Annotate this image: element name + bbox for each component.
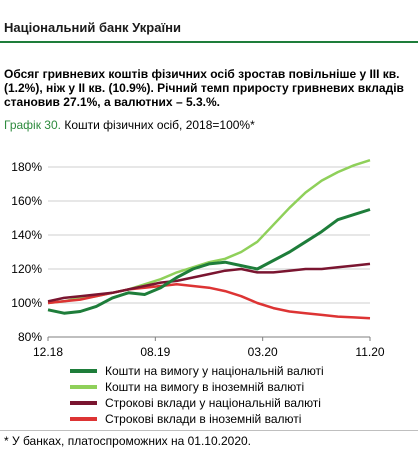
x-tick-label: 03.20 [248, 345, 278, 359]
legend-swatch [70, 385, 97, 389]
y-tick-label: 180% [11, 160, 42, 174]
header-divider [0, 41, 418, 43]
legend-swatch [70, 401, 97, 405]
y-tick-label: 140% [11, 228, 42, 242]
series-line-4 [47, 283, 371, 320]
y-tick-label: 80% [18, 330, 42, 344]
line-chart: 80% 100% 120% 140% 160% 180% 12.18 08.19 03.20 11… [11, 159, 385, 359]
y-tick-label: 160% [11, 194, 42, 208]
footnote-divider [0, 430, 418, 431]
series-line-1 [47, 208, 371, 315]
chart-number: Графік 30. [4, 118, 61, 132]
legend-label: Строкові вклади в іноземній валюті [105, 412, 302, 426]
legend-item: Кошти на вимогу в іноземній валюті [70, 379, 324, 395]
x-tick-label: 08.19 [140, 345, 170, 359]
legend-label: Строкові вклади у національній валюті [105, 396, 321, 410]
chart-subtitle: Графік 30. Кошти фізичних осіб, 2018=100… [4, 118, 255, 132]
legend-item: Строкові вклади в іноземній валюті [70, 411, 324, 427]
bank-name: Національний банк України [4, 20, 181, 35]
footnote: * У банках, платоспроможних на 01.10.202… [4, 434, 252, 448]
x-tick-label: 12.18 [33, 345, 63, 359]
legend-swatch [70, 417, 97, 421]
legend-label: Кошти на вимогу в іноземній валюті [105, 380, 305, 394]
x-tick-label: 11.20 [355, 345, 384, 359]
chart-title: Кошти фізичних осіб, 2018=100%* [64, 118, 255, 132]
legend-label: Кошти на вимогу у національній валюті [105, 364, 324, 378]
legend-item: Строкові вклади у національній валюті [70, 395, 324, 411]
y-tick-label: 100% [11, 296, 42, 310]
headline: Обсяг гривневих коштів фізичних осіб зро… [4, 67, 404, 109]
series-line-3 [47, 262, 371, 303]
legend-item: Кошти на вимогу у національній валюті [70, 363, 324, 379]
legend-swatch [70, 369, 97, 373]
y-tick-label: 120% [11, 262, 42, 276]
chart-legend: Кошти на вимогу у національній валюті Ко… [70, 363, 324, 427]
